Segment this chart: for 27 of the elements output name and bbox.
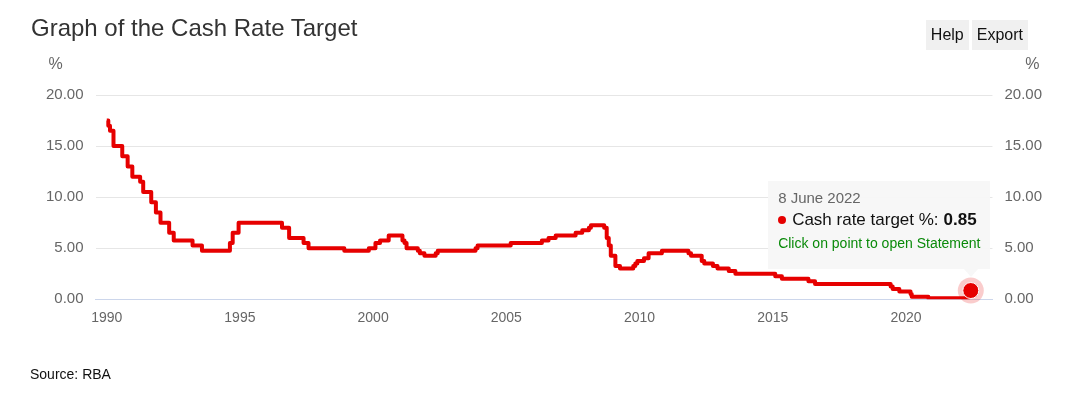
y-tick-label: 5.00: [54, 238, 84, 256]
text: Help: [925, 20, 969, 50]
x-tick-label: 2005: [490, 309, 523, 326]
text: Export: [971, 20, 1028, 50]
y2-axis-title: %: [1025, 55, 1040, 73]
data-label: 0.85: [943, 209, 977, 230]
source-note: Source: RBA: [30, 366, 111, 382]
legend-label: Cash rate target %:: [792, 209, 939, 230]
y-tick-label: 0.00: [54, 289, 84, 307]
chart-title: Graph of the Cash Rate Target: [31, 14, 358, 42]
y2-tick-label: 10.00: [1004, 187, 1043, 205]
x-tick-label: 1990: [91, 309, 123, 326]
x-tick-label: 1995: [224, 309, 256, 326]
x-tick-label: 2010: [623, 309, 656, 326]
y-tick-label: 15.00: [45, 136, 84, 154]
y2-tick-label: 20.00: [1004, 85, 1043, 103]
annotation: Click on point to open Statement: [778, 234, 981, 251]
y2-tick-label: 5.00: [1004, 238, 1034, 256]
y-tick-label: 10.00: [45, 187, 84, 205]
y2-tick-label: 0.00: [1004, 289, 1034, 307]
y-tick-label: 20.00: [45, 85, 84, 103]
annotation: 8 June 2022: [778, 188, 862, 206]
x-tick-label: 2000: [357, 309, 389, 326]
x-tick-label: 2020: [890, 309, 922, 326]
x-tick-label: 2015: [757, 309, 789, 326]
y2-tick-label: 15.00: [1004, 136, 1043, 154]
y-axis-title: %: [48, 55, 63, 73]
